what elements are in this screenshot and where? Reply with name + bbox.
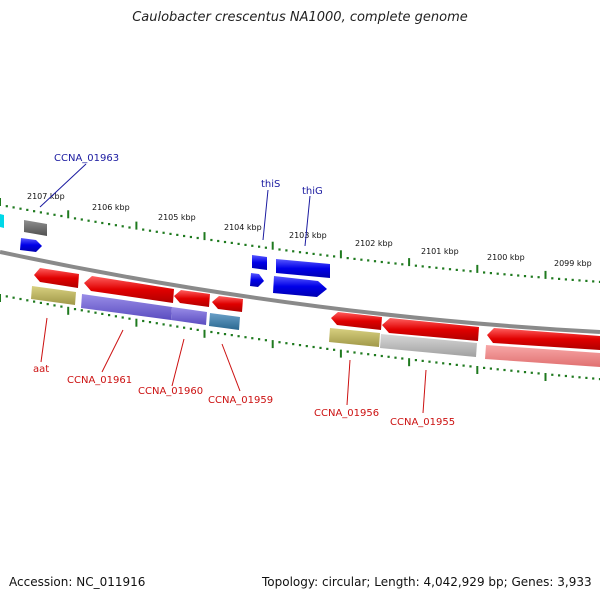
tick-label: 2103 kbp bbox=[289, 231, 327, 240]
inner-tick-track bbox=[0, 294, 600, 381]
gene-arrow-forward bbox=[273, 276, 327, 297]
gene-arrow-reverse bbox=[382, 318, 479, 341]
cog-box bbox=[380, 334, 477, 357]
leader-line bbox=[262, 189, 269, 241]
tick-label: 2101 kbp bbox=[421, 247, 459, 256]
gene-arrow-reverse bbox=[34, 268, 79, 288]
topology-text: Topology: circular; Length: 4,042,929 bp… bbox=[262, 575, 592, 589]
leader-line bbox=[221, 343, 241, 392]
leader-line bbox=[171, 338, 185, 387]
cog-box bbox=[171, 307, 207, 325]
gene-label-ccna-01960: CCNA_01960 bbox=[138, 386, 203, 397]
feature-box bbox=[24, 220, 47, 236]
gene-label-ccna-01961: CCNA_01961 bbox=[67, 375, 132, 386]
gene-arrow-reverse bbox=[174, 290, 210, 307]
gene-label-ccna-01956: CCNA_01956 bbox=[314, 408, 379, 419]
gene-label-this: thiS bbox=[261, 179, 280, 190]
gene-arrow-reverse bbox=[487, 328, 600, 350]
map-title: Caulobacter crescentus NA1000, complete … bbox=[132, 10, 468, 25]
feature-boxes bbox=[0, 214, 330, 278]
tick-label: 2100 kbp bbox=[487, 253, 525, 262]
genome-backbone bbox=[0, 250, 600, 334]
tick-label: 2099 kbp bbox=[554, 259, 592, 268]
gene-label-aat: aat bbox=[33, 364, 49, 375]
tick-label: 2105 kbp bbox=[158, 213, 196, 222]
forward-genes bbox=[20, 238, 327, 297]
leader-line bbox=[101, 329, 124, 373]
tick-label: 2102 kbp bbox=[355, 239, 393, 248]
leader-line bbox=[346, 359, 351, 406]
reverse-genes bbox=[34, 268, 600, 350]
feature-box bbox=[0, 214, 4, 228]
forward-gene-labels: CCNA_01963 thiS thiG bbox=[39, 153, 323, 247]
outer-tick-track bbox=[0, 198, 600, 283]
gene-arrow-reverse bbox=[331, 312, 382, 330]
gene-label-ccna-01959: CCNA_01959 bbox=[208, 395, 273, 406]
tick-labels: 2107 kbp 2106 kbp 2105 kbp 2104 kbp 2103… bbox=[27, 192, 592, 268]
cog-box bbox=[209, 313, 240, 330]
gene-arrow-reverse bbox=[212, 296, 243, 312]
accession-text: Accession: NC_011916 bbox=[9, 575, 146, 589]
leader-line bbox=[304, 195, 311, 247]
gene-arrow-forward bbox=[250, 273, 264, 287]
gene-label-ccna-01955: CCNA_01955 bbox=[390, 417, 455, 428]
cog-box bbox=[485, 345, 600, 367]
feature-box bbox=[252, 255, 267, 270]
tick-label: 2107 kbp bbox=[27, 192, 65, 201]
gene-label-ccna-01963: CCNA_01963 bbox=[54, 153, 119, 164]
reverse-gene-labels: aat CCNA_01961 CCNA_01960 CCNA_01959 CCN… bbox=[33, 317, 455, 428]
cog-box bbox=[329, 328, 380, 347]
cog-box bbox=[31, 286, 76, 305]
leader-line bbox=[422, 369, 427, 414]
leader-line bbox=[39, 163, 87, 208]
feature-box bbox=[276, 259, 330, 278]
cog-box bbox=[81, 294, 172, 320]
tick-label: 2104 kbp bbox=[224, 223, 262, 232]
tick-label: 2106 kbp bbox=[92, 203, 130, 212]
gene-arrow-reverse bbox=[84, 276, 174, 303]
leader-line bbox=[40, 317, 48, 363]
gene-label-thig: thiG bbox=[302, 186, 323, 197]
gene-arrow-forward bbox=[20, 238, 42, 252]
cog-boxes bbox=[31, 286, 600, 367]
